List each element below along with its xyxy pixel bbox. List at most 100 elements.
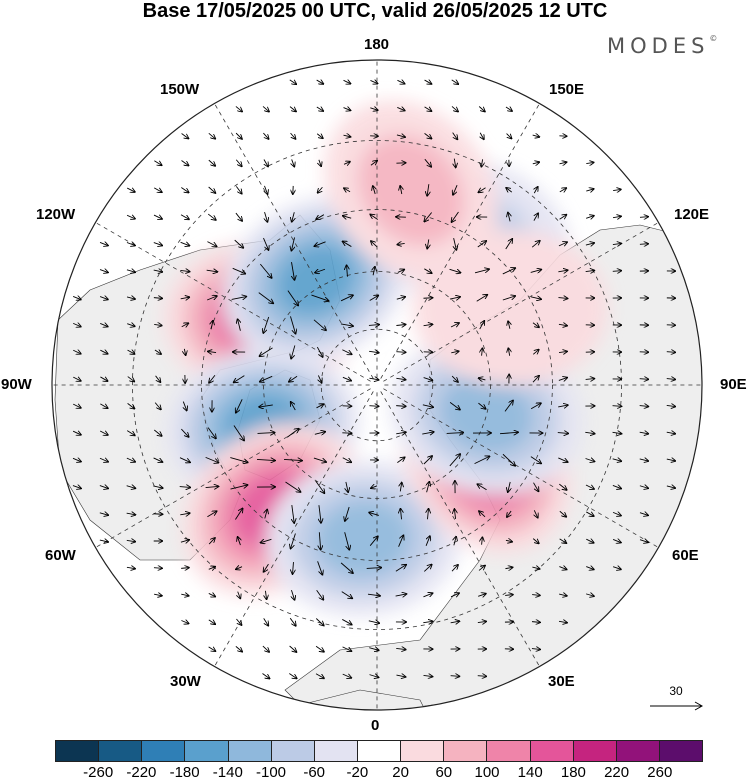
wind-arrow: [263, 316, 270, 333]
wind-arrow: [207, 241, 216, 247]
wind-arrow: [639, 432, 649, 434]
wind-arrow: [126, 567, 135, 568]
wind-arrow: [263, 132, 268, 139]
wind-arrow: [398, 535, 404, 547]
wind-arrow: [559, 188, 566, 192]
wind-arrow: [316, 590, 324, 599]
wind-arrow: [316, 134, 323, 138]
wind-arrow: [508, 348, 509, 356]
wind-arrow: [612, 512, 621, 515]
wind-arrow: [126, 215, 135, 219]
wind-arrow: [502, 296, 515, 301]
wind-arrow: [73, 404, 81, 408]
land-mass: [289, 689, 441, 710]
wind-arrow: [264, 185, 267, 194]
wind-arrow: [235, 646, 242, 651]
wind-arrow: [480, 132, 484, 139]
wind-arrow: [557, 433, 568, 434]
wind-arrow: [345, 506, 350, 521]
wind-arrow: [153, 270, 163, 272]
wind-arrow: [474, 456, 490, 465]
wind-arrow: [612, 459, 622, 461]
wind-arrow: [183, 401, 186, 411]
wind-arrow: [181, 133, 189, 139]
wind-arrow: [612, 406, 622, 407]
wind-arrow: [370, 161, 377, 166]
wind-arrow: [530, 403, 541, 410]
wind-arrow: [427, 239, 429, 248]
colorbar-swatch: [313, 741, 357, 761]
anomaly-layer: [163, 100, 609, 617]
wind-arrow: [343, 80, 351, 83]
wind-arrow: [235, 106, 242, 111]
wind-arrow: [289, 80, 296, 84]
wind-arrow: [291, 533, 296, 548]
wind-arrow: [454, 537, 456, 546]
wind-arrow: [423, 675, 433, 676]
wind-arrow: [666, 405, 676, 406]
wind-arrow: [257, 433, 275, 434]
wind-arrow: [585, 379, 595, 380]
wind-arrow: [396, 406, 406, 407]
wind-arrow: [585, 270, 595, 271]
wind-arrow: [423, 298, 432, 299]
wind-arrow: [586, 162, 593, 163]
colorbar-tick-label: 140: [517, 764, 543, 781]
wind-arrow: [316, 80, 324, 84]
wind-arrow: [208, 351, 217, 352]
colorbar-swatch: [486, 741, 530, 761]
wind-arrow: [639, 406, 649, 407]
wind-arrow: [479, 511, 486, 518]
wind-arrow: [424, 80, 432, 84]
wind-arrow: [315, 480, 325, 493]
wind-arrow: [126, 188, 135, 192]
wind-arrow: [99, 486, 108, 489]
wind-arrow: [370, 214, 378, 220]
wind-arrow: [639, 486, 648, 489]
wind-arrow: [340, 562, 353, 573]
wind-arrow: [293, 562, 294, 574]
wind-arrow: [205, 456, 219, 462]
wind-arrow: [395, 594, 407, 596]
wind-arrow: [181, 160, 189, 165]
wind-arrow: [316, 107, 323, 111]
wind-arrow: [449, 297, 460, 299]
wind-arrow: [370, 108, 377, 110]
wind-arrow: [262, 645, 269, 652]
wind-arrow: [313, 319, 326, 330]
wind-arrow: [450, 323, 459, 327]
wind-arrow: [612, 567, 621, 570]
wind-arrow: [285, 481, 301, 492]
wind-arrow: [558, 351, 567, 352]
brand-mark: ©: [709, 34, 718, 43]
wind-arrow: [505, 595, 513, 596]
wind-arrow: [180, 214, 189, 220]
meridian-line: [214, 103, 374, 379]
wind-arrow: [395, 565, 406, 572]
wind-arrow: [72, 431, 81, 435]
wind-arrow: [613, 189, 621, 190]
wind-arrow: [291, 590, 294, 600]
wind-arrow: [180, 513, 189, 515]
wind-arrow: [347, 265, 348, 277]
wind-vectors: [72, 80, 676, 679]
wind-arrow: [208, 567, 215, 570]
wind-arrow: [612, 485, 621, 488]
wind-arrow: [100, 350, 107, 354]
wind-arrow: [232, 267, 246, 273]
colorbar-tick-label: 260: [647, 764, 673, 781]
wind-arrow: [316, 404, 324, 408]
reference-vector-label: 30: [669, 684, 683, 698]
lon-label-150e: 150E: [549, 81, 585, 98]
wind-arrow: [179, 487, 191, 488]
wind-arrow: [505, 239, 512, 250]
wind-arrow: [453, 185, 458, 195]
wind-arrow: [499, 432, 518, 433]
wind-arrow: [319, 505, 321, 523]
wind-arrow: [341, 591, 352, 599]
meridian-line: [95, 388, 371, 548]
colorbar-swatch: [400, 741, 444, 761]
colorbar-tick-label: 60: [435, 764, 453, 781]
wind-arrow: [369, 536, 378, 546]
wind-arrow: [532, 135, 540, 137]
